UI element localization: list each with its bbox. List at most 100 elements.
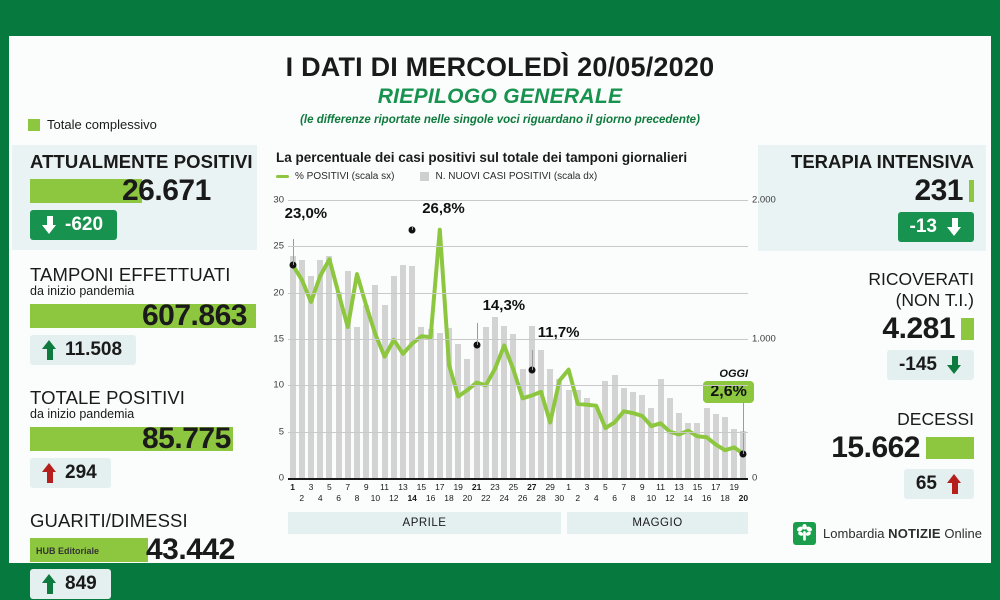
callout-stem xyxy=(292,238,294,265)
bar xyxy=(565,389,572,478)
x-axis-tick: 18 xyxy=(720,493,730,503)
right-green-band xyxy=(991,0,1000,600)
gridline xyxy=(288,246,748,248)
logo-text: Lombardia NOTIZIE Online xyxy=(823,526,982,541)
bar xyxy=(464,359,471,478)
value-bar xyxy=(30,303,256,328)
x-axis-tick: 13 xyxy=(674,482,684,492)
x-axis-tick: 12 xyxy=(389,493,399,503)
legend-swatch-icon xyxy=(28,118,40,131)
bar xyxy=(675,413,683,478)
x-axis-tick: 3 xyxy=(584,482,590,492)
stat-delta: -145 xyxy=(886,350,974,380)
x-axis-tick: 1 xyxy=(566,482,571,492)
value-bar xyxy=(30,537,148,562)
credit-label: HUB Editoriale xyxy=(36,546,100,556)
bar xyxy=(317,260,324,478)
x-axis-tick: 5 xyxy=(327,482,332,492)
x-axis-tick: 16 xyxy=(701,493,712,503)
bar xyxy=(510,334,517,478)
y-axis-tick: 0 xyxy=(278,472,284,484)
stat-title: TOTALE POSITIVI xyxy=(30,387,186,408)
data-label: 26,8% xyxy=(422,199,465,217)
legend-line-icon xyxy=(276,175,289,178)
stat-delta-value: -13 xyxy=(909,216,937,237)
right-stats-column: TERAPIA INTENSIVA 231 -13 RICOVERATI (NO… xyxy=(758,145,986,508)
arrow-up-icon xyxy=(42,462,57,483)
bar xyxy=(473,344,480,478)
stat-title: GUARITI/DIMESSI xyxy=(30,510,188,531)
page-note: (le differenze riportate nelle singole v… xyxy=(300,114,700,127)
x-axis-tick: 18 xyxy=(444,493,454,503)
stat-title: TERAPIA INTENSIVA xyxy=(791,151,974,172)
bar xyxy=(390,275,397,478)
x-axis-tick: 15 xyxy=(416,482,427,492)
line-path xyxy=(290,227,746,456)
lombardy-rose-icon xyxy=(793,522,817,545)
oggi-value-badge: 2,6% xyxy=(703,380,754,403)
oggi-label: OGGI xyxy=(719,367,749,380)
bar xyxy=(344,270,351,478)
bar xyxy=(381,304,388,478)
legend-item-label: N. NUOVI CASI POSITIVI (scala dx) xyxy=(435,171,598,182)
bar xyxy=(289,255,296,478)
logo-text-online: Online xyxy=(944,526,982,541)
bar xyxy=(648,408,655,478)
x-axis-tick: 8 xyxy=(354,493,360,503)
x-axis-tick: 14 xyxy=(683,493,693,503)
x-axis-tick: 11 xyxy=(380,482,390,492)
stat-delta: -13 xyxy=(897,212,974,242)
stat-totale-positivi: TOTALE POSITIVI da inizio pandemia 85.77… xyxy=(12,381,257,496)
chart-title: La percentuale dei casi positivi sul tot… xyxy=(276,150,688,165)
bar xyxy=(363,304,370,478)
stat-value: 607.863 xyxy=(142,298,247,332)
bar xyxy=(335,292,342,478)
x-axis-tick: 7 xyxy=(345,482,351,492)
bar xyxy=(593,408,600,478)
top-green-band xyxy=(0,0,1000,36)
x-axis-tick: 27 xyxy=(527,482,537,492)
y-axis-tick: 10 xyxy=(273,379,284,391)
bar xyxy=(372,285,379,478)
month-bands: APRILE MAGGIO xyxy=(288,512,748,534)
stat-title: TAMPONI EFFETTUATI xyxy=(30,264,231,285)
bar xyxy=(482,326,489,478)
stat-ricoverati: RICOVERATI (NON T.I.) 4.281 -145 xyxy=(758,263,986,389)
x-axis-tick: 4 xyxy=(593,493,599,503)
month-band: APRILE xyxy=(288,512,561,534)
bar xyxy=(731,429,738,478)
stat-value: 26.671 xyxy=(122,173,211,207)
left-stats-column: ATTUALMENTE POSITIVI 26.671 -620 TAMPONI… xyxy=(12,145,257,600)
bar xyxy=(639,394,646,478)
header: I DATI DI MERCOLEDÌ 20/05/2020 RIEPILOGO… xyxy=(250,52,750,126)
x-axis-tick: 20 xyxy=(738,493,749,503)
page-subtitle: RIEPILOGO GENERALE xyxy=(377,85,623,109)
stat-delta-value: 11.508 xyxy=(65,339,123,360)
y2-axis-tick: 1.000 xyxy=(752,333,776,345)
page-title: I DATI DI MERCOLEDÌ 20/05/2020 xyxy=(285,52,715,82)
x-axis-tick: 10 xyxy=(646,493,657,503)
logo-text-lombardia: Lombardia xyxy=(823,526,885,541)
y-axis-tick: 20 xyxy=(273,287,284,299)
arrow-up-icon xyxy=(947,473,962,494)
stat-subtitle: da inizio pandemia xyxy=(30,284,135,298)
bar xyxy=(703,408,710,478)
bar xyxy=(399,264,407,478)
gridline xyxy=(288,292,748,294)
bar xyxy=(427,328,434,478)
callout-stem xyxy=(531,349,533,370)
y2-axis-tick: 2.000 xyxy=(752,194,776,206)
value-bar xyxy=(961,318,974,340)
gridline xyxy=(288,385,748,387)
bar xyxy=(298,260,305,478)
stat-delta-value: -145 xyxy=(898,354,937,375)
x-axis-tick: 1 xyxy=(290,482,295,492)
x-axis-tick: 15 xyxy=(692,482,703,492)
lombardia-notizie-logo[interactable]: Lombardia NOTIZIE Online xyxy=(793,522,982,545)
data-point-marker xyxy=(289,261,297,269)
x-axis-tick: 30 xyxy=(554,493,565,503)
y-axis-tick: 25 xyxy=(273,240,284,252)
stat-decessi: DECESSI 15.662 65 xyxy=(758,403,986,508)
stat-guariti-dimessi: GUARITI/DIMESSI 43.442 849 xyxy=(12,504,257,600)
